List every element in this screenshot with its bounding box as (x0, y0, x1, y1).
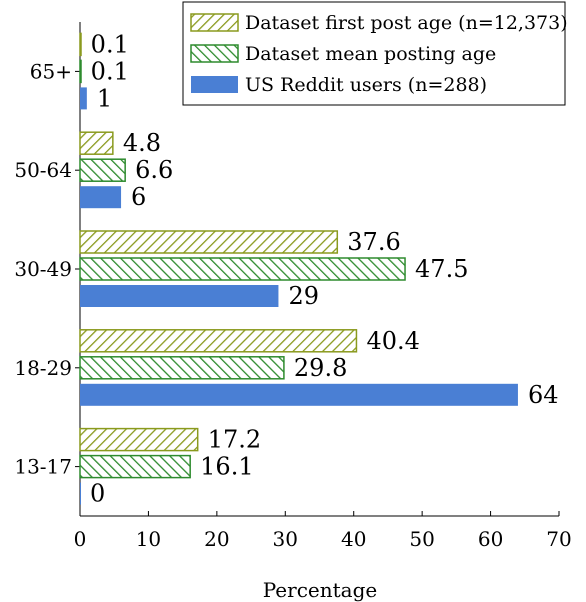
x-tick-label: 20 (204, 527, 229, 551)
x-tick-label: 0 (74, 527, 87, 551)
x-tick-label: 10 (136, 527, 161, 551)
data-label: 29 (288, 282, 319, 310)
data-label: 0.1 (91, 57, 129, 85)
data-label: 37.6 (347, 228, 400, 256)
legend-box (182, 1, 566, 106)
x-axis-label: Percentage (263, 578, 377, 602)
category-label: 30-49 (14, 257, 72, 281)
bar (80, 482, 81, 505)
bars-layer (79, 32, 518, 505)
bar (79, 427, 199, 452)
x-tick-label: 70 (546, 527, 571, 551)
bar (79, 59, 82, 84)
bar (79, 230, 339, 254)
legend-label: US Reddit users (n=288) (245, 74, 487, 96)
category-label: 18-29 (14, 356, 72, 380)
data-label: 64 (528, 381, 559, 409)
x-tick-label: 40 (341, 527, 366, 551)
bar (80, 87, 87, 110)
bar (79, 454, 191, 479)
bar (79, 131, 114, 155)
bar (80, 383, 518, 406)
legend-swatch (191, 76, 238, 93)
category-label: 50-64 (14, 158, 72, 182)
legend-swatch (190, 13, 239, 32)
legend-label: Dataset first post age (n=12,373) (245, 12, 568, 34)
data-label: 4.8 (123, 129, 161, 157)
bar (79, 257, 406, 281)
x-tick-label: 30 (273, 527, 298, 551)
bar (80, 285, 279, 307)
bar (79, 32, 82, 57)
data-label: 29.8 (294, 354, 347, 382)
bar (79, 356, 285, 380)
bar (80, 186, 122, 209)
data-label: 0.1 (91, 30, 129, 58)
data-label: 0 (90, 480, 105, 508)
data-label: 40.4 (366, 327, 419, 355)
x-tick-label: 60 (478, 527, 503, 551)
data-label: 1 (97, 84, 112, 112)
data-label: 6 (131, 183, 146, 211)
data-label: 16.1 (200, 453, 253, 481)
data-label: 6.6 (135, 156, 173, 184)
legend-label: Dataset mean posting age (245, 43, 496, 65)
data-labels-layer: 17.216.1 0 40.4 29.8 64 37.6 47.5 29 4.86.66 0.10… (90, 30, 558, 507)
legend: Dataset first post age (n=12,373) Dataset… (182, 1, 568, 106)
bar (79, 329, 358, 353)
x-tick-label: 50 (409, 527, 434, 551)
category-label: 65+ (30, 59, 72, 83)
data-label: 17.2 (208, 426, 261, 454)
data-label: 47.5 (415, 255, 468, 283)
legend-swatch (190, 44, 239, 63)
category-label: 13-17 (14, 455, 72, 479)
bar (79, 158, 126, 182)
